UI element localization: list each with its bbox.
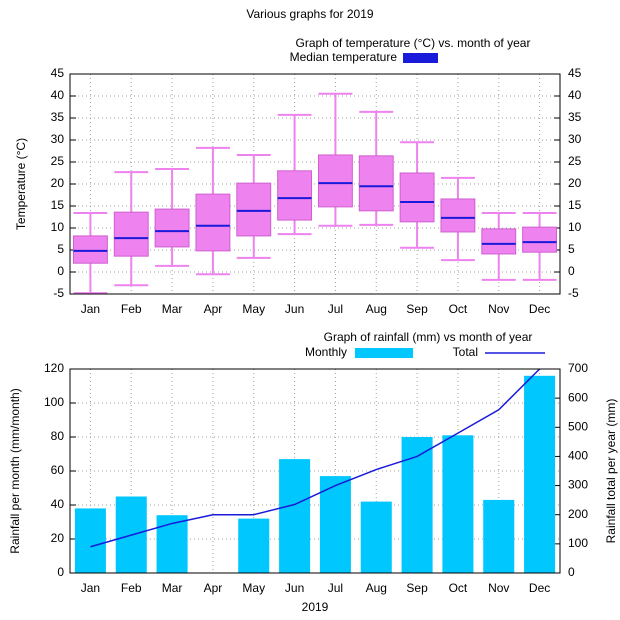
bar	[279, 459, 311, 573]
y2-tick-label: 30	[568, 132, 582, 146]
box	[236, 182, 272, 237]
box	[358, 155, 394, 212]
x-tick-label: Dec	[529, 581, 550, 595]
bar	[156, 515, 188, 573]
legend-swatch	[355, 348, 413, 358]
box	[522, 226, 558, 253]
y2-tick-label: 700	[568, 361, 588, 375]
x-tick-label: Sep	[406, 302, 428, 316]
y-tick-label: 20	[51, 531, 65, 545]
y2-tick-label: 400	[568, 449, 588, 463]
y-tick-label: 120	[44, 361, 64, 375]
x-tick-label: Dec	[529, 302, 550, 316]
legend-label: Monthly	[305, 345, 347, 359]
bar	[442, 435, 474, 573]
legend-swatch	[403, 53, 438, 63]
x-tick-label: Oct	[449, 581, 468, 595]
x-tick-label: Apr	[204, 302, 223, 316]
x-tick-label: Mar	[162, 302, 183, 316]
x-tick-label: Jul	[328, 581, 343, 595]
y2-tick-label: 0	[568, 565, 575, 579]
y-tick-label: 100	[44, 395, 64, 409]
page-title: Various graphs for 2019	[246, 7, 374, 21]
box	[440, 198, 476, 233]
y-tick-label: 80	[51, 429, 65, 443]
x-tick-label: Nov	[488, 302, 509, 316]
y-tick-label: 0	[57, 565, 64, 579]
box	[399, 172, 435, 223]
y-tick-label: -5	[53, 286, 64, 300]
x-tick-label: Jul	[328, 302, 343, 316]
y2-tick-label: 40	[568, 88, 582, 102]
x-tick-label: Apr	[204, 581, 223, 595]
x-axis-label: 2019	[302, 600, 329, 614]
plot-frame	[69, 368, 561, 574]
x-tick-label: Feb	[121, 302, 142, 316]
legend-label: Median temperature	[290, 50, 398, 64]
x-tick-label: Mar	[162, 581, 183, 595]
bar	[360, 501, 392, 573]
y-axis-label: Rainfall per month (mm/month)	[8, 388, 22, 553]
chart-title: Graph of temperature (°C) vs. month of y…	[296, 36, 531, 50]
y-tick-label: 15	[51, 198, 65, 212]
y-tick-label: 40	[51, 497, 65, 511]
x-tick-label: May	[242, 581, 265, 595]
y-tick-label: 40	[51, 88, 65, 102]
y2-tick-label: 0	[568, 264, 575, 278]
box	[481, 228, 517, 255]
box	[113, 211, 149, 257]
bar	[483, 499, 515, 573]
plot-frame	[69, 73, 561, 295]
y2-tick-label: 15	[568, 198, 582, 212]
y2-tick-label: 45	[568, 66, 582, 80]
x-tick-label: Jan	[81, 302, 100, 316]
bar	[74, 508, 106, 573]
y-tick-label: 0	[57, 264, 64, 278]
x-tick-label: Aug	[366, 581, 387, 595]
y2-tick-label: 100	[568, 536, 588, 550]
y2-tick-label: 20	[568, 176, 582, 190]
x-tick-label: Oct	[449, 302, 468, 316]
x-tick-label: Jan	[81, 581, 100, 595]
box	[72, 235, 108, 264]
y2-tick-label: 5	[568, 242, 575, 256]
bar	[401, 437, 433, 573]
x-tick-label: Sep	[406, 581, 428, 595]
x-tick-label: Feb	[121, 581, 142, 595]
y-axis-label: Temperature (°C)	[14, 138, 28, 230]
total-line	[90, 368, 541, 548]
x-tick-label: May	[242, 302, 265, 316]
box	[317, 154, 353, 208]
box	[195, 193, 231, 252]
y2-tick-label: 600	[568, 390, 588, 404]
y2-tick-label: 25	[568, 154, 582, 168]
y-tick-label: 25	[51, 154, 65, 168]
y-tick-label: 5	[57, 242, 64, 256]
bar	[524, 375, 556, 573]
y2-tick-label: -5	[568, 286, 579, 300]
chart-title: Graph of rainfall (mm) vs month of year	[324, 330, 533, 344]
x-tick-label: Jun	[285, 302, 304, 316]
bar	[319, 476, 351, 573]
y2-axis-label: Rainfall total per year (mm)	[604, 399, 618, 544]
y-tick-label: 30	[51, 132, 65, 146]
y2-tick-label: 200	[568, 507, 588, 521]
y2-tick-label: 500	[568, 419, 588, 433]
legend-label: Total	[453, 345, 478, 359]
y2-tick-label: 300	[568, 478, 588, 492]
y-tick-label: 35	[51, 110, 65, 124]
x-tick-label: Jun	[285, 581, 304, 595]
x-tick-label: Aug	[366, 302, 387, 316]
y2-tick-label: 10	[568, 220, 582, 234]
box	[277, 170, 313, 221]
y2-tick-label: 35	[568, 110, 582, 124]
y-tick-label: 10	[51, 220, 65, 234]
box	[154, 208, 190, 248]
y-tick-label: 45	[51, 66, 65, 80]
y-tick-label: 60	[51, 463, 65, 477]
x-tick-label: Nov	[488, 581, 509, 595]
y-tick-label: 20	[51, 176, 65, 190]
bar	[238, 518, 270, 573]
